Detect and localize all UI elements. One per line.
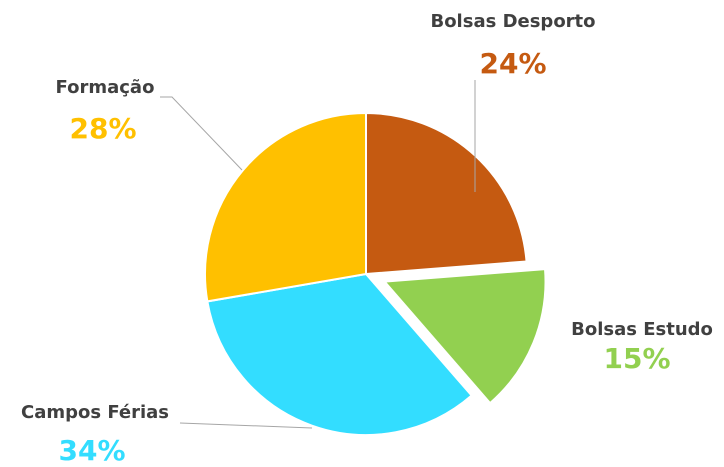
value-label: 24% — [479, 47, 546, 80]
category-label: Bolsas Estudo — [571, 319, 713, 340]
value-label: 34% — [58, 434, 125, 467]
category-label: Campos Férias — [21, 402, 169, 423]
category-label: Bolsas Desporto — [430, 11, 595, 32]
leader-line — [179, 422, 313, 429]
slice — [382, 268, 547, 405]
slice — [206, 272, 474, 436]
value-label: 28% — [69, 112, 136, 145]
value-label: 15% — [603, 342, 670, 375]
pie — [204, 111, 547, 436]
slice — [204, 111, 367, 303]
slice — [365, 111, 528, 276]
leader-line — [160, 96, 243, 171]
category-label: Formação — [56, 77, 155, 98]
